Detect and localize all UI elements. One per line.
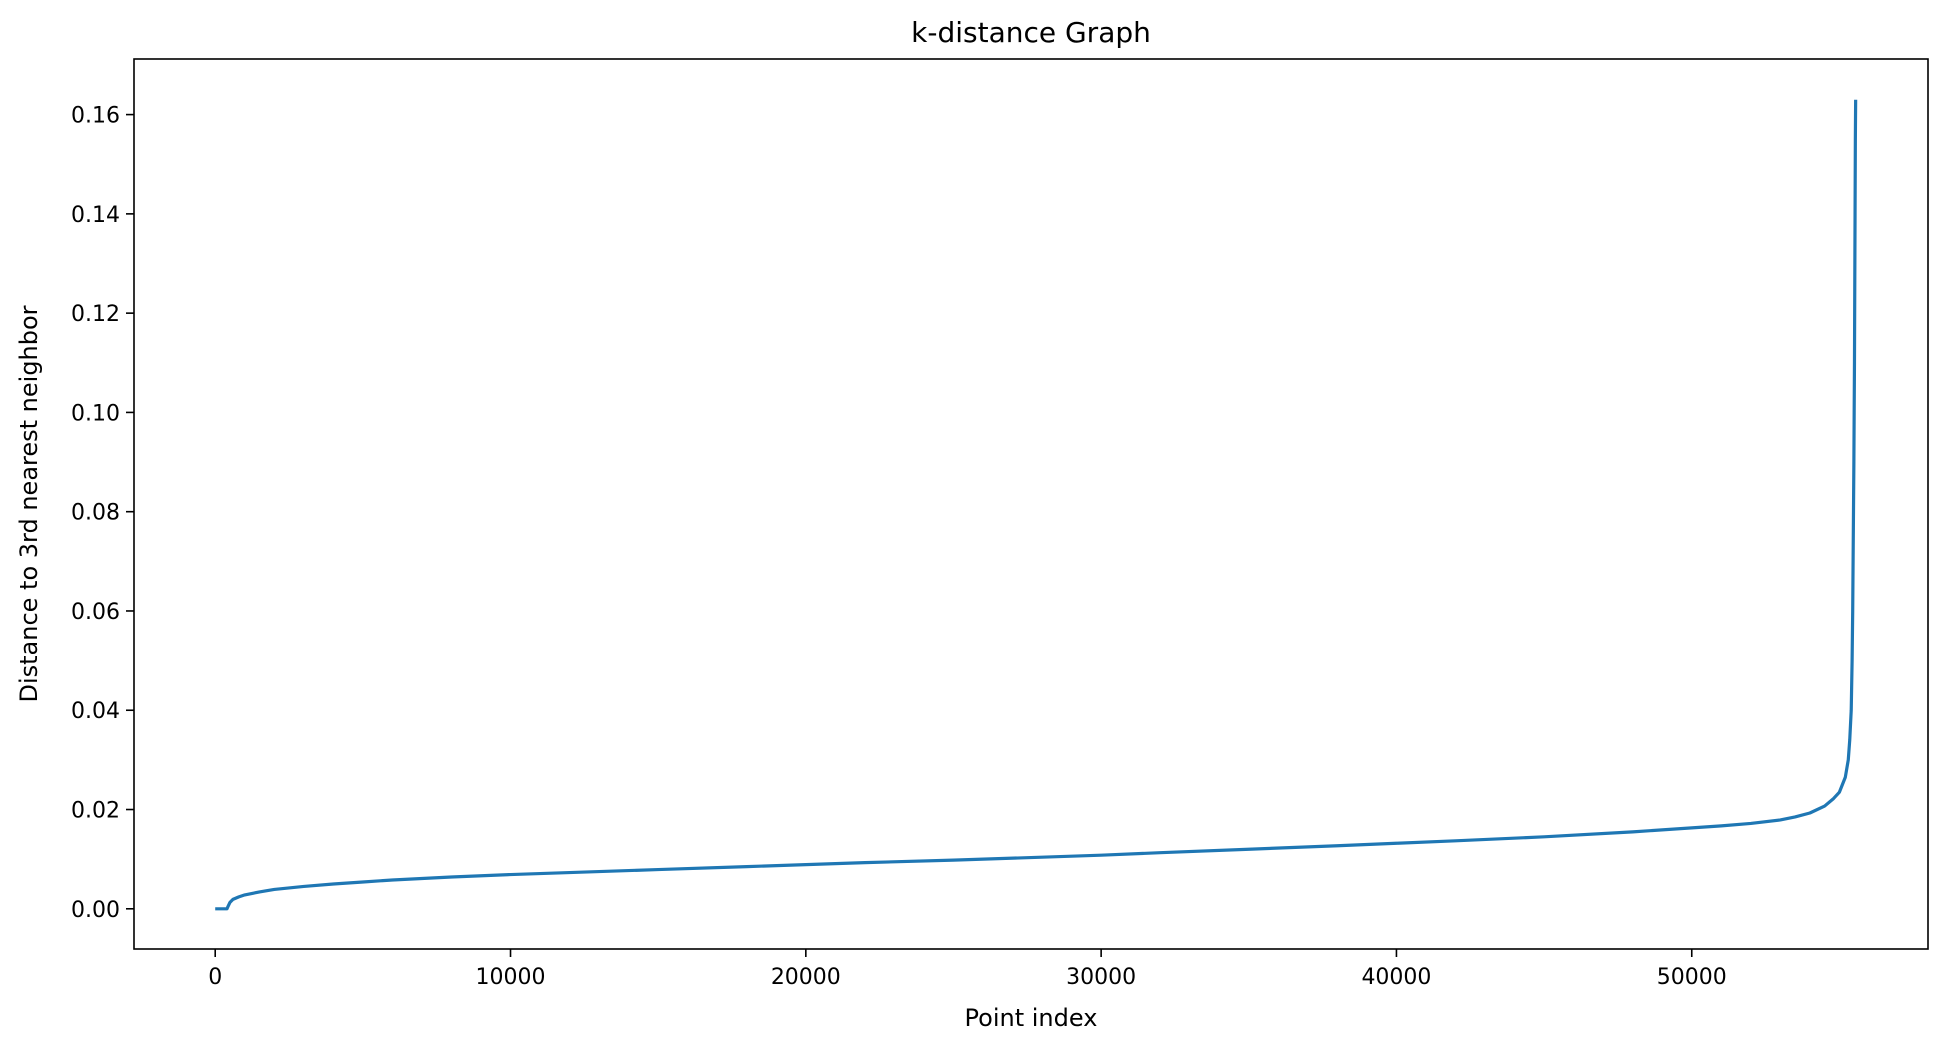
x-tick-label: 0	[208, 965, 222, 990]
chart-title: k-distance Graph	[911, 16, 1151, 49]
y-tick-label: 0.00	[71, 898, 120, 923]
plot-frame	[133, 58, 1929, 950]
series-line-k-distance	[215, 99, 1858, 911]
y-axis: 0.00 0.02 0.04 0.06 0.08 0.10 0.12 0.14 0.16	[71, 104, 134, 923]
y-tick-label: 0.06	[71, 600, 120, 625]
y-tick-label: 0.14	[71, 203, 120, 228]
y-tick-label: 0.02	[71, 799, 120, 824]
x-tick-label: 20000	[771, 965, 841, 990]
x-axis: 0 10000 20000 30000 40000 50000	[208, 949, 1727, 990]
x-tick-label: 30000	[1066, 965, 1136, 990]
x-axis-label: Point index	[965, 1004, 1098, 1032]
x-tick-label: 10000	[476, 965, 546, 990]
plot-area	[133, 58, 1929, 950]
y-tick-label: 0.10	[71, 401, 120, 426]
y-tick-label: 0.16	[71, 104, 120, 129]
y-tick-label: 0.04	[71, 699, 120, 724]
y-axis-label: Distance to 3rd nearest neighbor	[15, 305, 43, 702]
x-tick-label: 40000	[1361, 965, 1431, 990]
x-tick-label: 50000	[1657, 965, 1727, 990]
y-tick-label: 0.08	[71, 501, 120, 526]
y-tick-label: 0.12	[71, 302, 120, 327]
